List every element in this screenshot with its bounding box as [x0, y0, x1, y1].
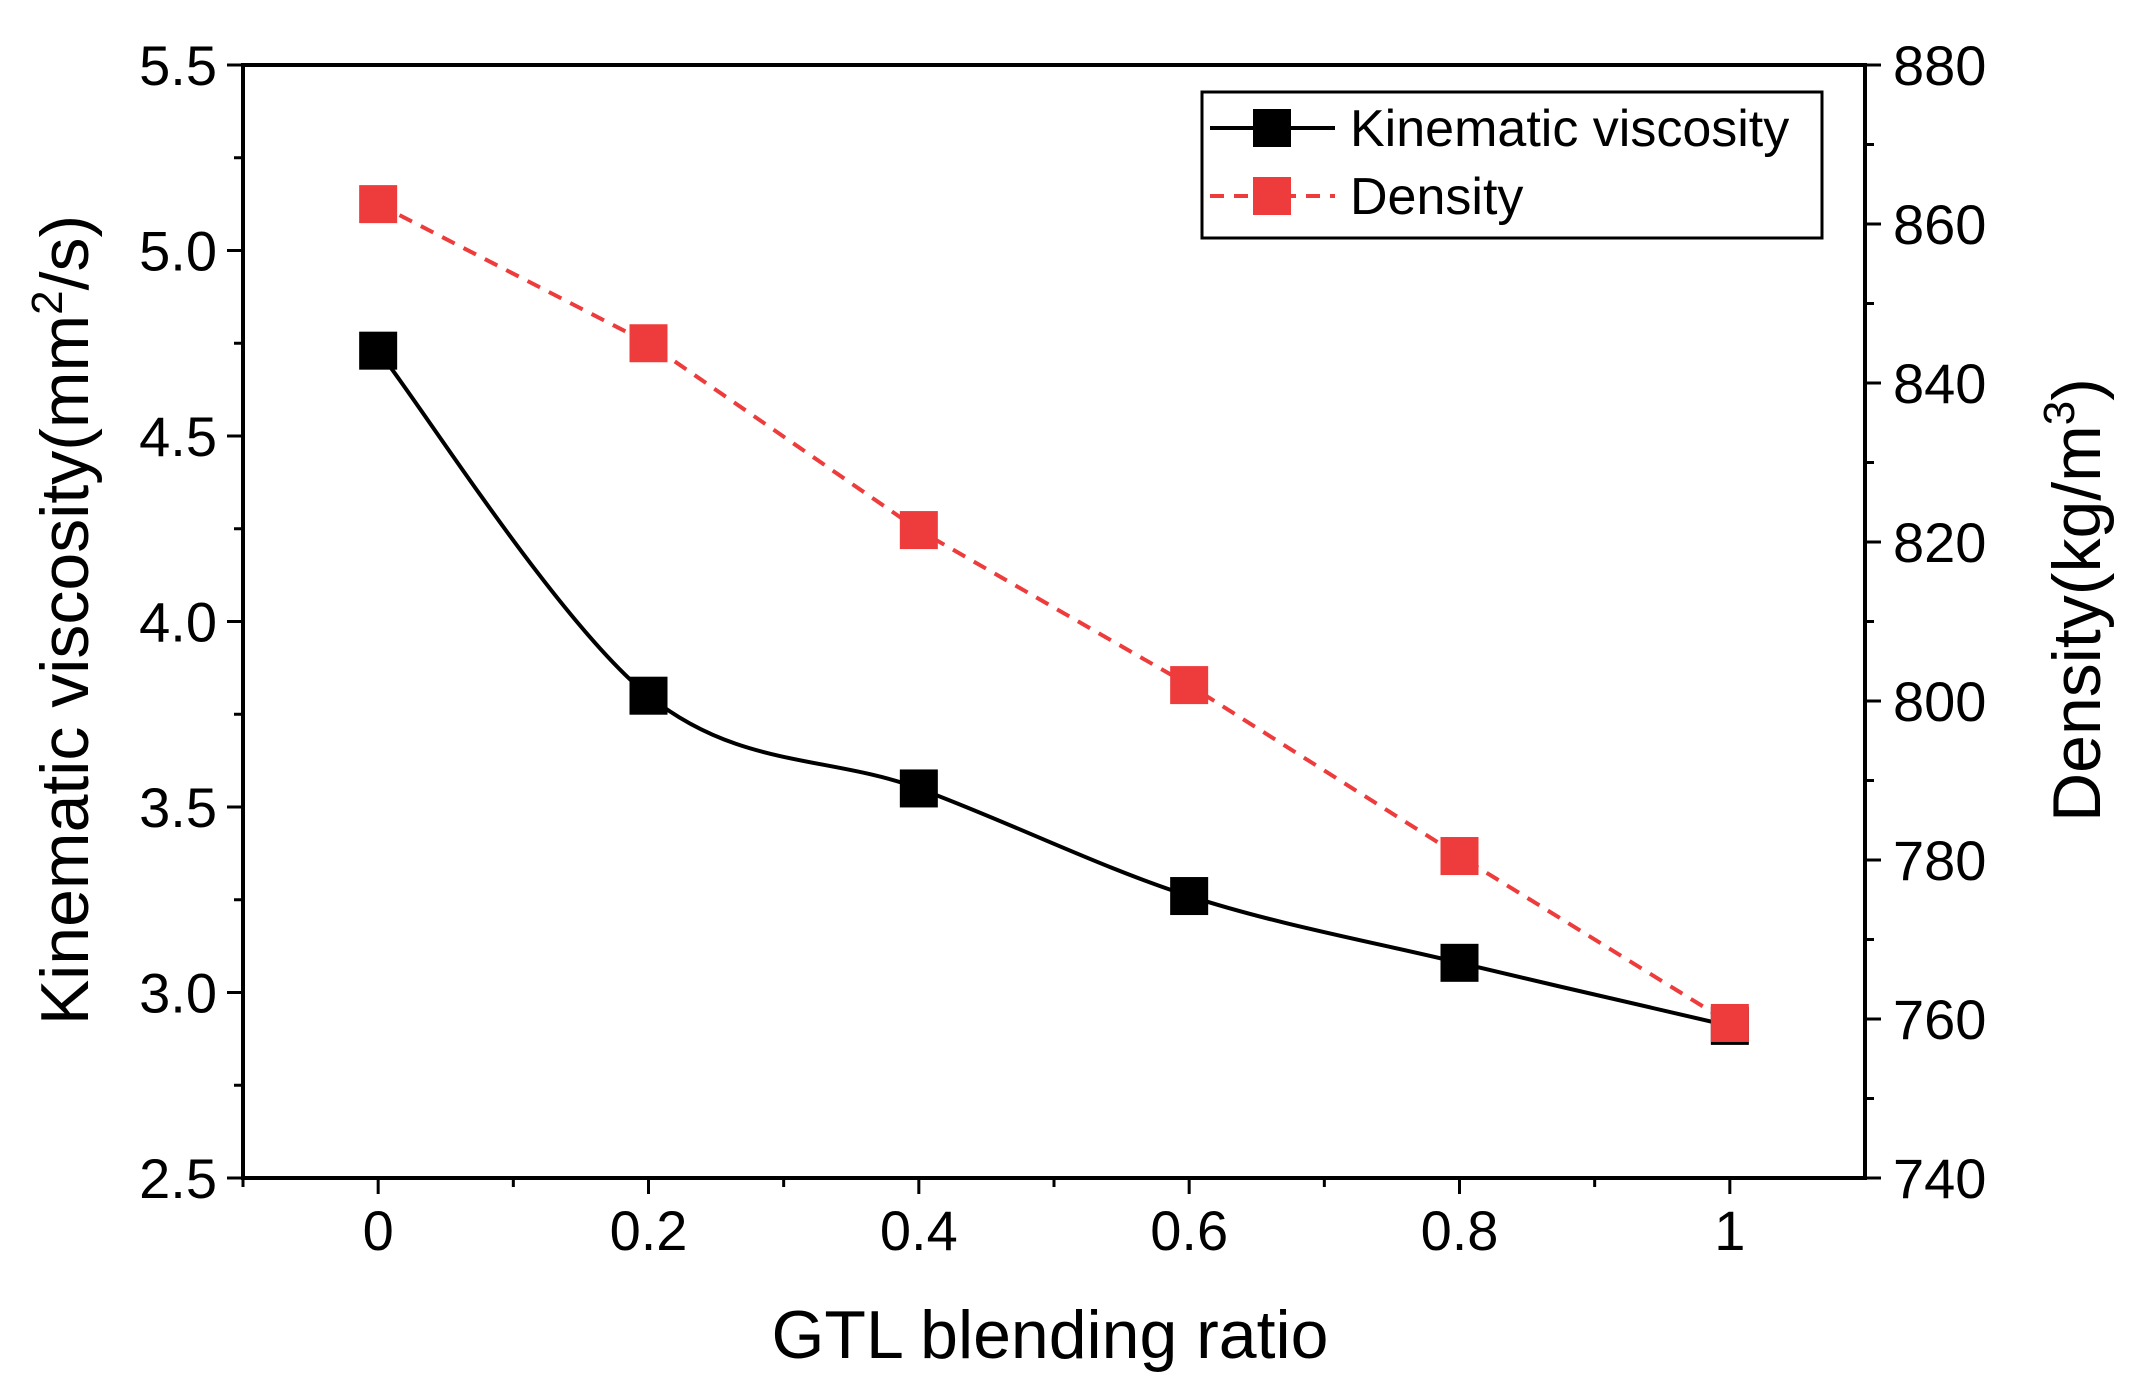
y-right-axis-title-sup: 3 [2035, 401, 2084, 425]
x-tick-label: 0.2 [610, 1199, 688, 1262]
viscosity-line [376, 349, 1731, 1028]
y-right-tick-label: 740 [1893, 1147, 1986, 1210]
y-right-tick-label: 800 [1893, 670, 1986, 733]
viscosity-point [899, 769, 938, 808]
y-right-tick-label: 760 [1893, 988, 1986, 1051]
x-tick-label: 0.4 [880, 1199, 958, 1262]
y-right-tick-label: 820 [1893, 511, 1986, 574]
y-left-axis-title-tail: /s) [27, 215, 103, 291]
y-left-axis-title-main: Kinematic viscosity(mm [27, 315, 103, 1025]
legend-marker-density [1253, 177, 1291, 215]
legend-label-density: Density [1350, 168, 1523, 226]
y-left-tick-label: 5.0 [139, 220, 217, 283]
x-tick-label: 0 [363, 1199, 394, 1262]
viscosity-point [1440, 943, 1479, 982]
y-right-tick-label: 860 [1893, 193, 1986, 256]
density-point [899, 511, 938, 550]
y-left-tick-label: 3.5 [139, 776, 217, 839]
y-right-axis-title-main: Density(kg/m [2039, 425, 2115, 822]
y-right-tick-label: 840 [1893, 352, 1986, 415]
y-right-axis-title-tail: ) [2039, 378, 2115, 401]
density-point [1710, 1003, 1749, 1042]
density-point [629, 324, 668, 363]
legend-box [1200, 90, 1824, 240]
legend-label-viscosity: Kinematic viscosity [1350, 100, 1789, 158]
y-left-tick-label: 3.0 [139, 962, 217, 1025]
viscosity-point [1170, 877, 1209, 916]
y-left-tick-label: 4.0 [139, 591, 217, 654]
y-right-tick-label: 780 [1893, 829, 1986, 892]
y-left-axis-title-sup: 2 [23, 290, 72, 314]
density-point [1440, 837, 1479, 876]
y-right-axis-title: Density(kg/m3) [2035, 378, 2115, 822]
viscosity-point [359, 331, 398, 370]
y-left-tick-label: 4.5 [139, 405, 217, 468]
x-axis-title: GTL blending ratio [772, 1297, 1329, 1373]
density-point [359, 185, 398, 224]
legend-marker-viscosity [1253, 109, 1291, 147]
legend: Kinematic viscosity Density [1200, 90, 1824, 240]
y-right-tick-label: 880 [1893, 34, 1986, 97]
x-tick-label: 1 [1714, 1199, 1745, 1262]
density-line [377, 202, 1731, 1025]
viscosity-point [629, 676, 668, 715]
y-left-tick-label: 5.5 [139, 34, 217, 97]
x-tick-label: 0.6 [1150, 1199, 1228, 1262]
density-point [1170, 666, 1209, 705]
x-tick-label: 0.8 [1421, 1199, 1499, 1262]
y-left-tick-label: 2.5 [139, 1147, 217, 1210]
y-left-axis-title: Kinematic viscosity(mm2/s) [23, 215, 103, 1025]
